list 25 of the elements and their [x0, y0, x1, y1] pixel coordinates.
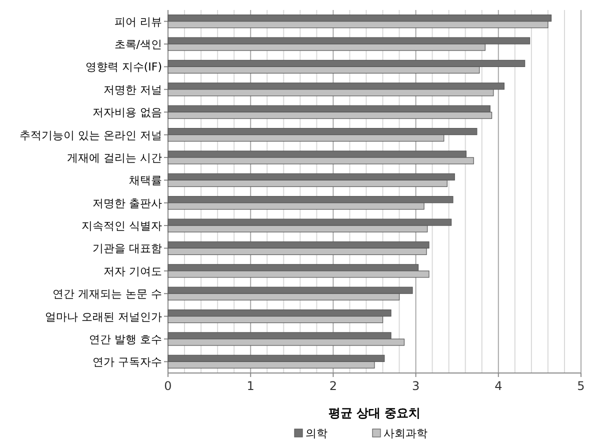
y-tick-label: 저명한 저널: [104, 83, 162, 96]
y-tick-label: 피어 리뷰: [114, 15, 162, 28]
y-tick-label: 연간 발행 호수: [89, 332, 162, 346]
y-tick-label: 저자비용 없음: [92, 106, 162, 120]
y-tick-label: 영향력 지수(IF): [85, 60, 162, 74]
y-tick-label: 연간 게재되는 논문 수: [52, 288, 162, 301]
legend-label: 사회과학: [384, 427, 428, 440]
x-tick-label: 1: [246, 379, 254, 393]
x-tick-label: 5: [577, 379, 585, 393]
x-tick-label: 3: [412, 379, 420, 393]
y-tick-label: 초록/색인: [114, 38, 162, 52]
legend-label: 의학: [306, 427, 328, 440]
y-tick-label: 저자 기여도: [104, 264, 162, 278]
x-tick-label: 2: [329, 379, 338, 393]
y-tick-label: 연가 구독자수: [92, 356, 162, 369]
x-axis-title: 평균 상대 중요치: [328, 406, 421, 420]
y-tick-label: 채택률: [129, 174, 162, 188]
y-tick-label: 게재에 걸리는 시간: [67, 151, 162, 164]
y-tick-label: 추적기능이 있는 온라인 저널: [20, 128, 162, 142]
y-tick-label: 저명한 출판사: [92, 196, 162, 210]
x-tick-label: 4: [494, 379, 502, 393]
x-tick-label: 0: [164, 379, 172, 393]
y-tick-label: 지속적인 식별자: [82, 220, 162, 233]
y-tick-label: 기관을 대표함: [92, 242, 162, 256]
y-tick-label: 얼마나 오래된 저널인가: [45, 310, 162, 324]
